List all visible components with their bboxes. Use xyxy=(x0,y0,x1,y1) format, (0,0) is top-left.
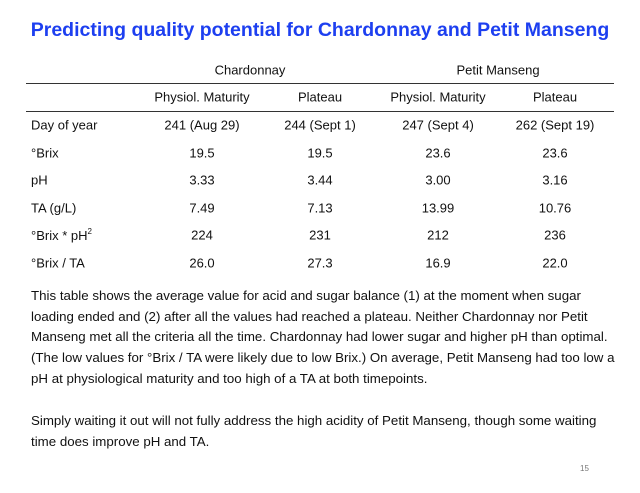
table-cell: 27.3 xyxy=(307,255,333,270)
table-cell: 23.6 xyxy=(542,145,568,160)
table-cell: 241 (Aug 29) xyxy=(164,117,240,133)
explanation-paragraph: This table shows the average value for a… xyxy=(31,288,615,386)
slide-title: Predicting quality potential for Chardon… xyxy=(30,19,610,41)
table-cell: 13.99 xyxy=(421,200,455,215)
table-cell: 7.13 xyxy=(307,200,333,215)
row-label: TA (g/L) xyxy=(31,200,76,215)
subheader: Physiol. Maturity xyxy=(154,89,250,105)
row-label-text: °Brix xyxy=(31,145,59,160)
table-cell: 262 (Sept 19) xyxy=(515,117,595,133)
table-cell: 22.0 xyxy=(542,255,568,270)
row-label: °Brix / TA xyxy=(31,255,85,270)
row-label-text: TA (g/L) xyxy=(31,200,77,215)
table-cell: 247 (Sept 4) xyxy=(402,117,474,133)
row-label: pH xyxy=(31,173,48,188)
table-cell: 3.16 xyxy=(542,172,568,188)
subheader: Plateau xyxy=(297,89,343,105)
table-divider xyxy=(26,111,614,112)
table-cell: 231 xyxy=(309,227,331,243)
table-cell: 16.9 xyxy=(425,255,451,270)
table-cell: 212 xyxy=(427,227,449,243)
table-cell: 19.5 xyxy=(307,145,333,160)
conclusion-paragraph: Simply waiting it out will not fully add… xyxy=(31,413,597,449)
table-divider xyxy=(26,83,614,84)
table-cell: 3.44 xyxy=(307,172,333,188)
table-cell: 26.0 xyxy=(189,255,215,270)
row-label-text: Day of year xyxy=(31,117,98,133)
table-cell: 19.5 xyxy=(189,145,215,160)
subheader: Plateau xyxy=(532,89,578,105)
row-label: °Brix * pH2 xyxy=(31,227,92,243)
superscript: 2 xyxy=(87,227,92,236)
row-label-text: °Brix / TA xyxy=(31,255,85,270)
table-cell: 7.49 xyxy=(189,200,215,215)
row-label: Day of year xyxy=(31,118,97,133)
table-cell: 3.33 xyxy=(189,172,215,188)
page-number: 15 xyxy=(580,464,589,473)
table-cell: 244 (Sept 1) xyxy=(284,117,356,133)
subheader: Physiol. Maturity xyxy=(390,89,486,105)
row-label: °Brix xyxy=(31,145,59,160)
table-cell: 10.76 xyxy=(538,200,572,215)
table-cell: 236 xyxy=(544,227,566,243)
row-label-text: °Brix * pH xyxy=(31,228,88,243)
group-header-chardonnay: Chardonnay xyxy=(214,62,286,78)
group-header-petit-manseng: Petit Manseng xyxy=(456,62,540,78)
table-cell: 23.6 xyxy=(425,145,451,160)
table-cell: 224 xyxy=(191,227,213,243)
table-cell: 3.00 xyxy=(425,172,451,188)
row-label-text: pH xyxy=(31,172,48,188)
